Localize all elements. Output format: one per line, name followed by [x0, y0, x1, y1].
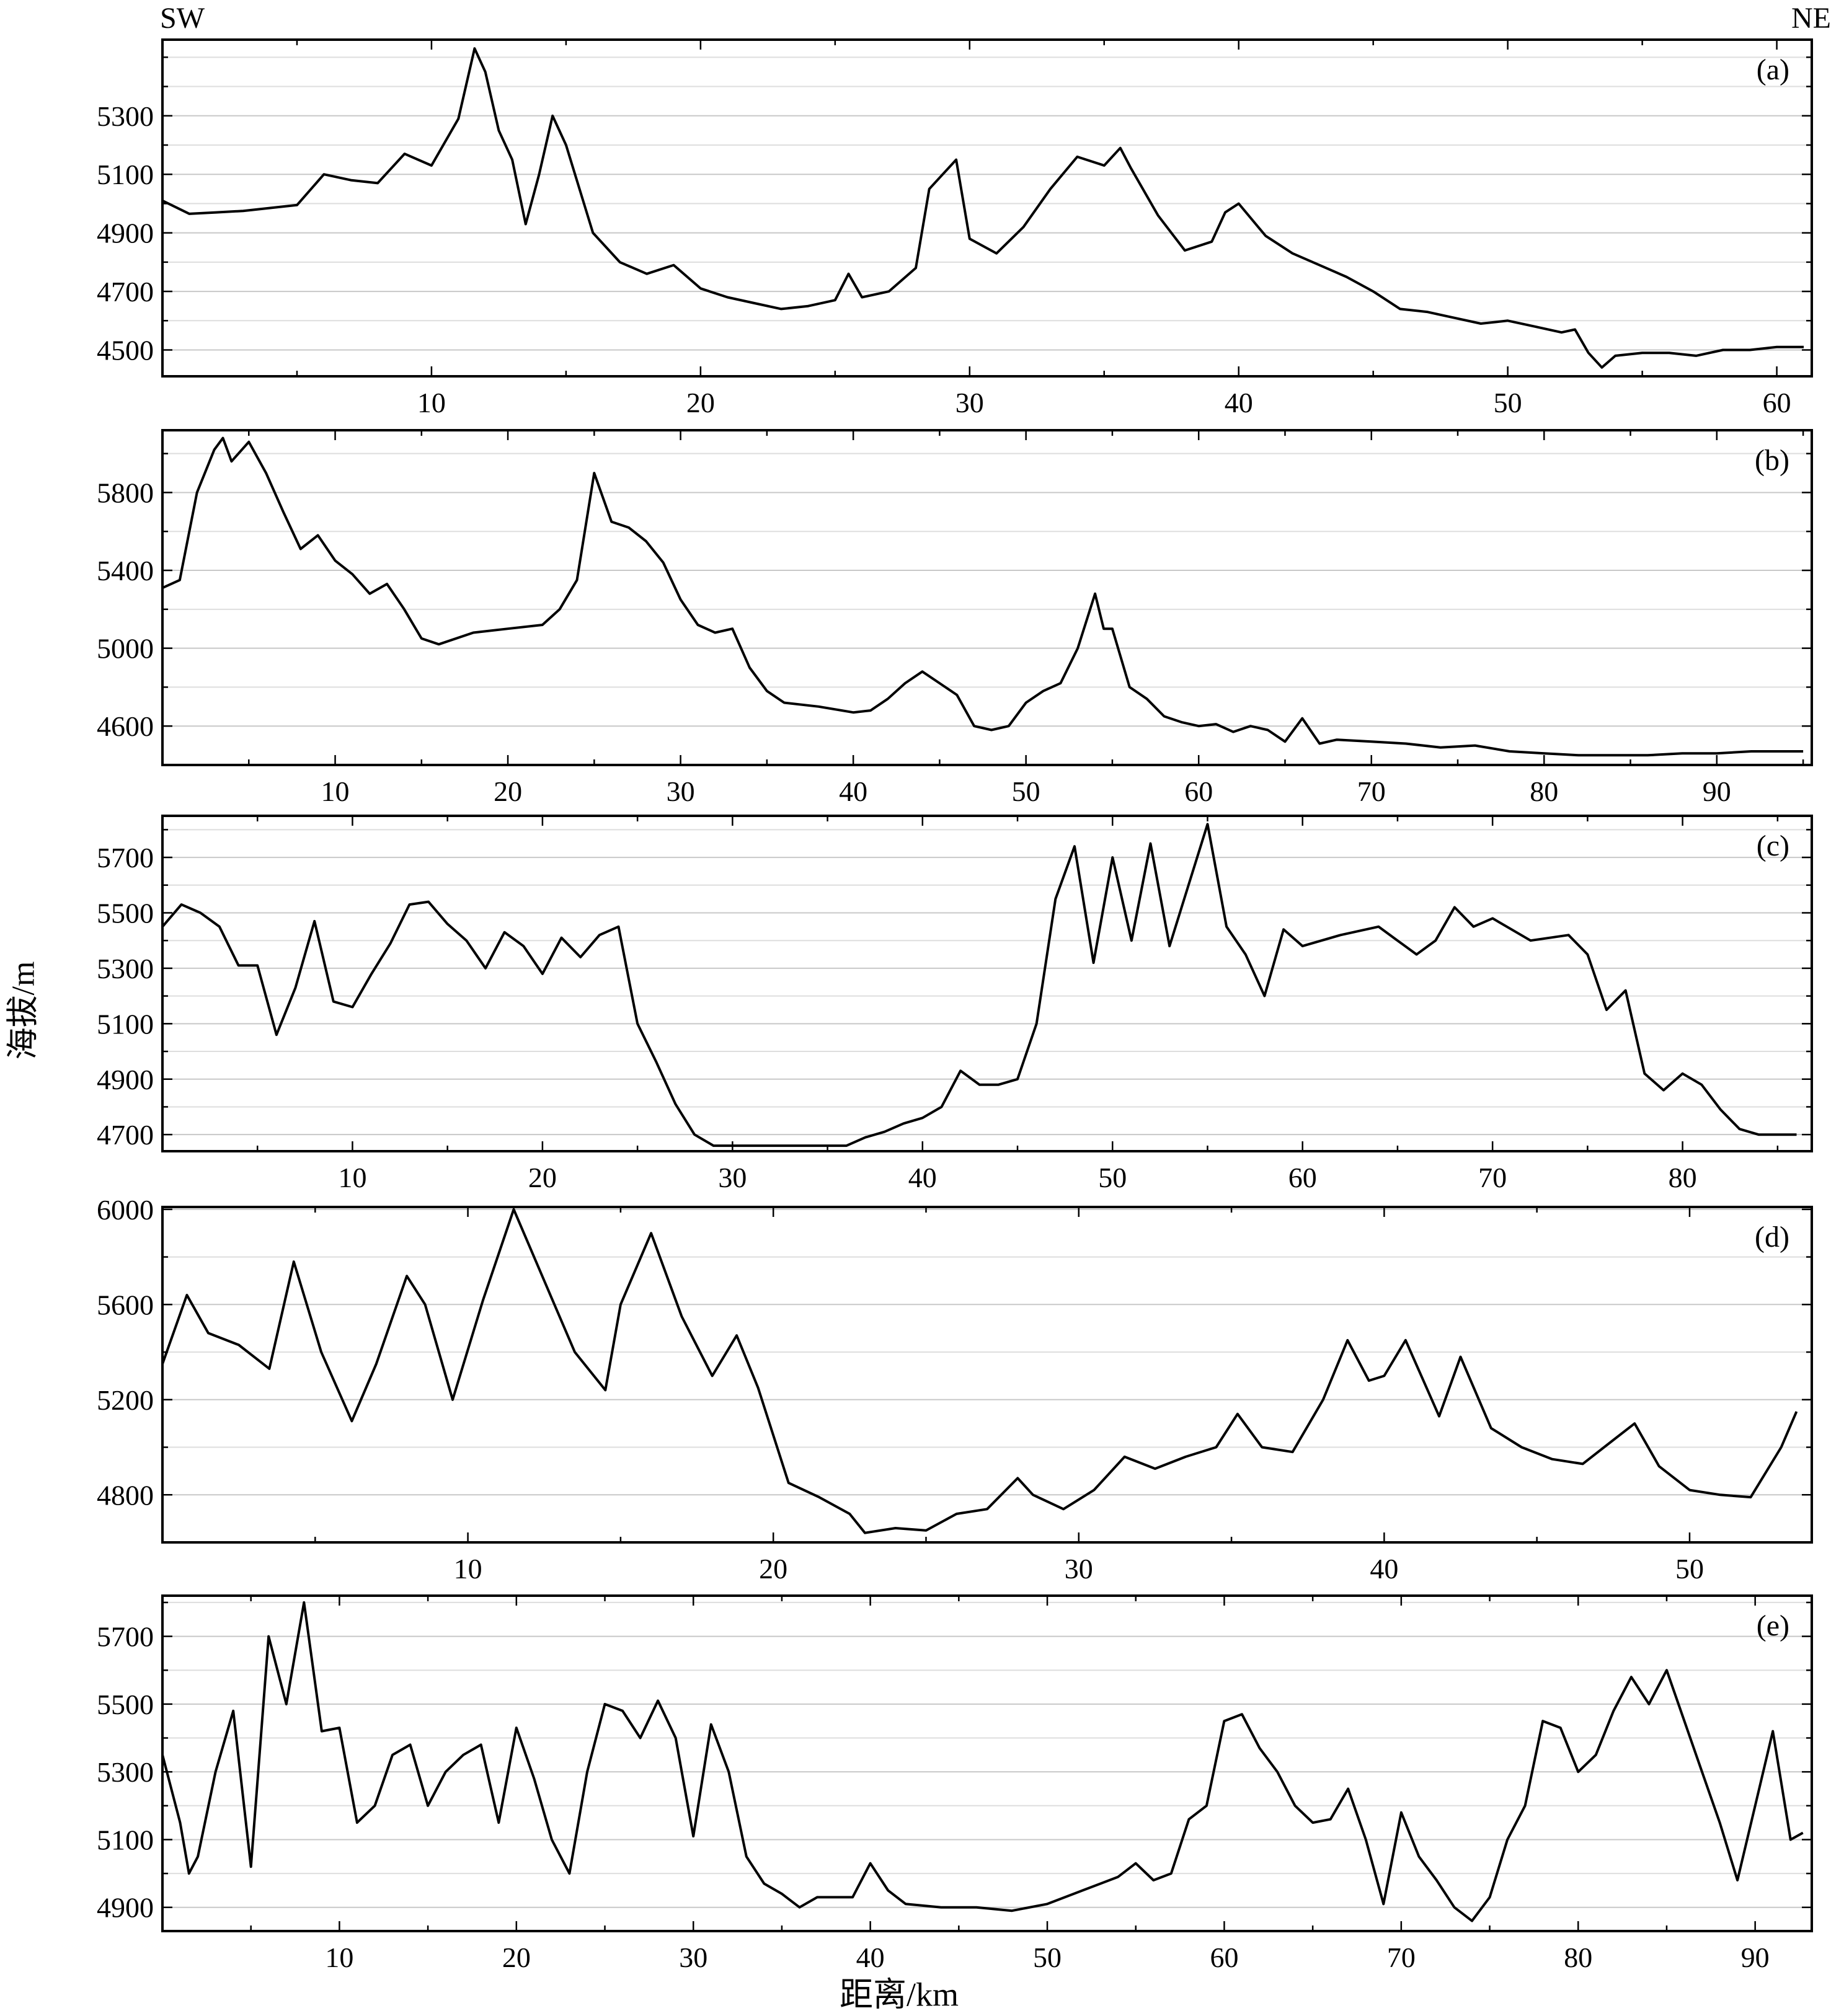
- y-tick-label: 5000: [97, 633, 154, 665]
- y-tick-label: 5500: [97, 897, 154, 929]
- x-tick-label: 20: [494, 776, 522, 807]
- y-tick-label: 4700: [97, 1119, 154, 1151]
- y-tick-label: 5400: [97, 555, 154, 586]
- x-tick-label: 40: [1370, 1553, 1398, 1585]
- x-tick-label: 70: [1357, 776, 1386, 807]
- y-tick-label: 5500: [97, 1689, 154, 1720]
- y-tick-label: 4800: [97, 1479, 154, 1511]
- panel-c: 4700 4900 5100 5300 5500 5700 10 20 30 40 50 60 70 80…: [97, 815, 1813, 1193]
- panel-frame: [161, 1206, 1813, 1544]
- x-tick-label: 70: [1478, 1162, 1507, 1193]
- x-tick-label: 60: [1210, 1942, 1238, 1973]
- x-tick-label: 20: [686, 387, 715, 418]
- x-axis-label: 距离/km: [839, 1976, 959, 2014]
- panel-frame: [161, 1594, 1813, 1932]
- x-tick-label: 70: [1387, 1942, 1416, 1973]
- x-tick-label: 50: [1098, 1162, 1127, 1193]
- y-tick-label: 4900: [97, 1892, 154, 1924]
- y-tick-label: 5100: [97, 1008, 154, 1040]
- x-tick-label: 30: [718, 1162, 747, 1193]
- x-tick-label: 80: [1669, 1162, 1697, 1193]
- x-tick-label: 60: [1184, 776, 1213, 807]
- x-tick-label: 40: [839, 776, 867, 807]
- x-tick-label: 10: [417, 387, 446, 418]
- y-tick-label: 5700: [97, 1621, 154, 1653]
- panel-frame: [161, 38, 1813, 378]
- panel-label: (c): [1757, 829, 1789, 862]
- x-tick-label: 40: [908, 1162, 937, 1193]
- x-tick-label: 60: [1763, 387, 1791, 418]
- x-tick-label: 10: [454, 1553, 482, 1585]
- x-tick-label: 80: [1530, 776, 1558, 807]
- elevation-profile-line: [161, 823, 1797, 1147]
- y-tick-label: 5800: [97, 477, 154, 508]
- x-tick-label: 40: [856, 1942, 885, 1973]
- elevation-profile-line: [162, 436, 1804, 757]
- y-tick-label: 4500: [97, 335, 154, 366]
- y-tick-label: 5300: [97, 953, 154, 984]
- x-tick-label: 20: [759, 1553, 787, 1585]
- x-tick-label: 50: [1012, 776, 1040, 807]
- x-tick-label: 30: [1065, 1553, 1093, 1585]
- elevation-profile-line: [162, 47, 1804, 369]
- y-tick-label: 5300: [97, 1756, 154, 1788]
- elevation-profile-line: [161, 1601, 1804, 1922]
- x-tick-label: 40: [1225, 387, 1253, 418]
- x-tick-label: 80: [1564, 1942, 1592, 1973]
- direction-left-label: SW: [160, 2, 205, 35]
- y-tick-label: 4900: [97, 218, 154, 249]
- x-tick-label: 50: [1675, 1553, 1704, 1585]
- x-tick-label: 90: [1741, 1942, 1770, 1973]
- panel-label: (e): [1757, 1609, 1789, 1642]
- y-tick-label: 5100: [97, 1824, 154, 1855]
- x-tick-label: 50: [1494, 387, 1522, 418]
- panel-label: (a): [1757, 53, 1789, 86]
- y-tick-label: 4900: [97, 1064, 154, 1095]
- y-tick-label: 5200: [97, 1384, 154, 1416]
- elevation-profile-line: [161, 1208, 1798, 1534]
- y-tick-label: 5700: [97, 842, 154, 873]
- panel-label: (b): [1755, 444, 1789, 477]
- y-tick-label: 5100: [97, 159, 154, 190]
- x-tick-label: 20: [502, 1942, 531, 1973]
- y-tick-label: 4700: [97, 276, 154, 307]
- x-tick-label: 30: [955, 387, 984, 418]
- panel-label: (d): [1755, 1221, 1789, 1253]
- x-tick-label: 10: [325, 1942, 353, 1973]
- x-tick-label: 90: [1703, 776, 1731, 807]
- x-tick-label: 30: [667, 776, 695, 807]
- x-tick-label: 60: [1288, 1162, 1317, 1193]
- panel-e: 4900 5100 5300 5500 5700 10 20 30 40 50 60 70 80 90 (e…: [97, 1594, 1813, 1973]
- x-tick-label: 20: [528, 1162, 557, 1193]
- y-axis-label: 海拔/m: [6, 961, 42, 1060]
- panel-a: 4500 4700 4900 5100 5300 10 20 30 40 50 60 (a): [97, 38, 1813, 418]
- direction-right-label: NE: [1791, 2, 1831, 35]
- x-tick-label: 10: [321, 776, 350, 807]
- panel-d: 4800 5200 5600 6000 10 20 30 40 50 (d): [97, 1194, 1813, 1585]
- panel-frame: [161, 815, 1813, 1152]
- panel-b: 4600 5000 5400 5800 10 20 30 40 50 60 70 80 90 (b): [97, 429, 1813, 807]
- y-tick-label: 4600: [97, 710, 154, 742]
- y-tick-label: 5600: [97, 1289, 154, 1320]
- x-tick-label: 30: [679, 1942, 707, 1973]
- x-tick-label: 50: [1033, 1942, 1062, 1973]
- panel-frame: [161, 429, 1813, 766]
- y-tick-label: 6000: [97, 1194, 154, 1226]
- x-tick-label: 10: [338, 1162, 366, 1193]
- y-tick-label: 5300: [97, 100, 154, 132]
